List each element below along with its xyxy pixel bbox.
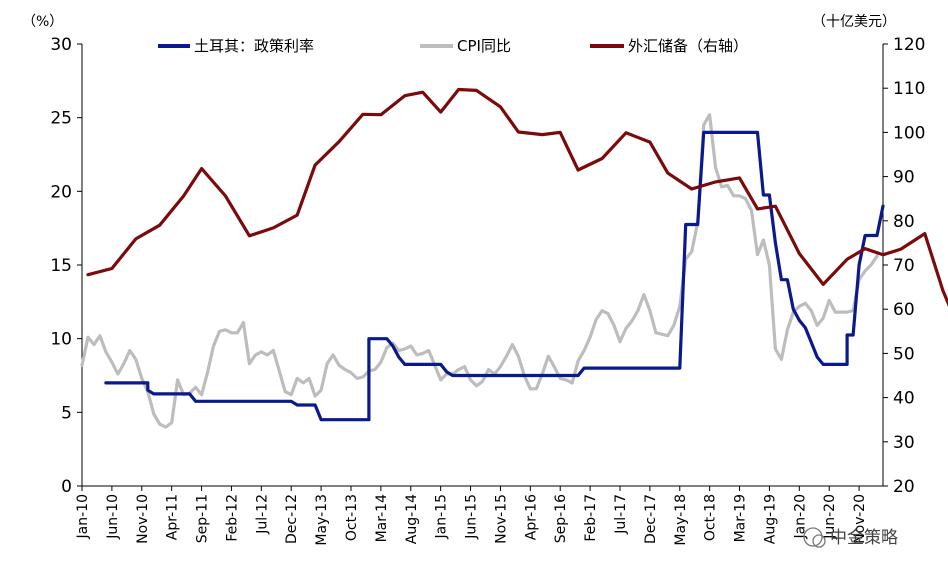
right-tick-label: 80 xyxy=(893,212,915,232)
series-layer xyxy=(80,87,948,429)
right-tick-label: 40 xyxy=(893,389,915,409)
left-tick-label: 30 xyxy=(50,35,72,55)
x-tick-label: May-18 xyxy=(673,494,689,546)
fx-reserves-line xyxy=(86,87,948,307)
left-tick-label: 10 xyxy=(50,330,72,350)
x-tick-label: Oct-13 xyxy=(344,494,360,541)
x-tick-label: Jan-10 xyxy=(75,494,91,539)
wechat-icon xyxy=(803,527,823,547)
legend-label-cpi: CPI同比 xyxy=(457,37,511,55)
right-tick-label: 70 xyxy=(893,256,915,276)
x-tick-label: Apr-11 xyxy=(165,494,181,540)
right-tick-label: 60 xyxy=(893,300,915,320)
x-tick-label: May-13 xyxy=(314,494,330,546)
watermark: 中金策略 xyxy=(803,527,898,548)
right-axis-ticks: 20 30 40 50 60 70 80 90 100 110 120 xyxy=(883,35,925,497)
x-tick-label: Jun-20 xyxy=(822,494,838,540)
cpi-line xyxy=(80,113,879,429)
x-tick-label: Nov-20 xyxy=(852,494,868,544)
right-tick-label: 90 xyxy=(893,168,915,188)
left-tick-label: 15 xyxy=(50,256,72,276)
x-tick-label: Jun-10 xyxy=(105,494,121,540)
right-tick-label: 110 xyxy=(893,79,925,99)
x-tick-label: Jul-17 xyxy=(613,494,629,535)
x-axis-ticks: Jan-10 Jun-10 Nov-10 Apr-11 Sep-11 Feb-12 Jul-… xyxy=(75,486,868,546)
left-unit-label: （%） xyxy=(22,14,63,30)
right-tick-label: 50 xyxy=(893,344,915,364)
wechat-icon-inner xyxy=(812,534,826,548)
x-tick-label: Sep-16 xyxy=(553,494,569,543)
left-tick-label: 20 xyxy=(50,182,72,202)
x-tick-label: Jan-15 xyxy=(434,494,450,539)
plot-area xyxy=(81,44,884,487)
x-tick-label: Sep-11 xyxy=(195,494,211,543)
x-tick-label: Apr-16 xyxy=(523,494,539,540)
left-axis-ticks: 0 5 10 15 20 25 30 xyxy=(50,35,82,497)
x-tick-label: Dec-12 xyxy=(284,494,300,544)
x-tick-label: Mar-19 xyxy=(733,494,749,542)
left-tick-label: 0 xyxy=(61,477,72,497)
right-tick-label: 30 xyxy=(893,433,915,453)
legend-label-policy-rate: 土耳其：政策利率 xyxy=(194,37,314,55)
right-tick-label: 100 xyxy=(893,123,925,143)
x-tick-label: Feb-17 xyxy=(583,494,599,542)
x-tick-label: Aug-19 xyxy=(762,494,778,544)
right-unit-label: （十亿美元） xyxy=(812,14,896,30)
legend: 土耳其：政策利率 CPI同比 外汇储备（右轴） xyxy=(158,37,748,55)
x-tick-label: Oct-18 xyxy=(703,494,719,541)
x-tick-label: Jan-20 xyxy=(792,494,808,539)
x-tick-label: Aug-14 xyxy=(404,494,420,544)
x-tick-label: Jun-15 xyxy=(464,494,480,540)
x-tick-label: Mar-14 xyxy=(374,494,390,542)
right-tick-label: 20 xyxy=(893,477,915,497)
x-tick-label: Nov-15 xyxy=(493,494,509,544)
x-tick-label: Jul-12 xyxy=(254,494,270,535)
x-tick-label: Feb-12 xyxy=(224,494,240,542)
right-tick-label: 120 xyxy=(893,35,925,55)
left-tick-label: 5 xyxy=(61,403,72,423)
watermark-label: 中金策略 xyxy=(830,528,898,548)
x-tick-label: Nov-10 xyxy=(135,494,151,544)
policy-rate-line xyxy=(104,130,885,422)
x-tick-label: Dec-17 xyxy=(643,494,659,544)
left-tick-label: 25 xyxy=(50,109,72,129)
legend-label-fx-reserves: 外汇储备（右轴） xyxy=(628,37,748,55)
